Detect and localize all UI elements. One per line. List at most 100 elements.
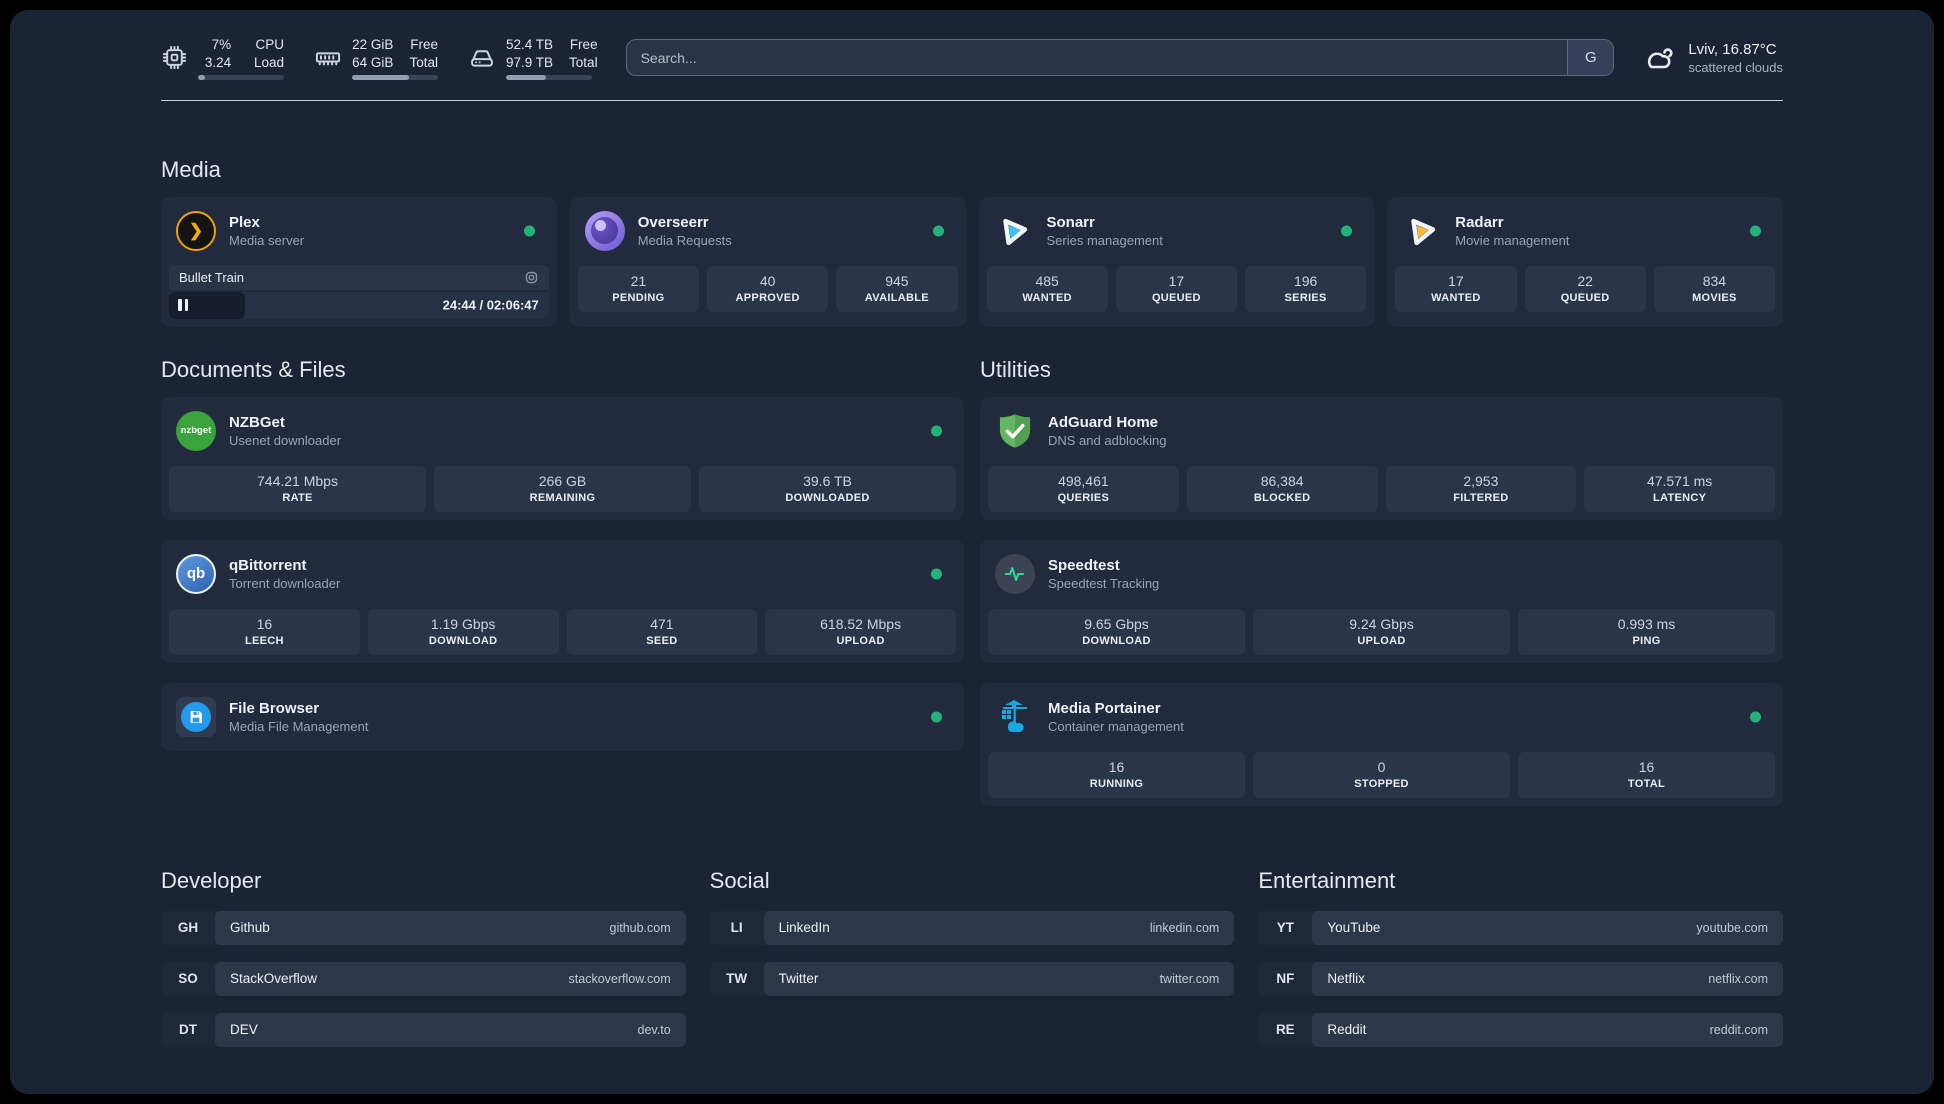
player-options-icon[interactable] — [524, 270, 539, 285]
bookmark-abbr: SO — [178, 971, 198, 987]
sonarr-icon — [993, 210, 1035, 252]
bookmark-twitter[interactable]: TW Twitter twitter.com — [709, 961, 1235, 996]
status-dot — [1750, 225, 1761, 237]
memory-total-value: 64 GiB — [352, 54, 394, 70]
status-dot — [931, 568, 942, 580]
bookmark-stackoverflow[interactable]: SO StackOverflow stackoverflow.com — [161, 961, 686, 996]
portainer-icon — [994, 696, 1036, 738]
section-title-utilities: Utilities — [980, 356, 1051, 382]
weather-widget[interactable]: Lviv, 16.87°C scattered clouds — [1640, 40, 1783, 76]
stat-block: 16 TOTAL — [1518, 751, 1775, 798]
stat-block: 40 APPROVED — [707, 265, 829, 312]
service-name: Plex — [229, 213, 260, 231]
dashboard: 7% CPU 3.24 Load 22 GiB Free 64 G — [10, 10, 1934, 1094]
service-description: Series management — [1046, 232, 1163, 248]
service-card-adguard[interactable]: AdGuard Home DNS and adblocking 498,461 Q… — [980, 396, 1783, 520]
memory-widget: 22 GiB Free 64 GiB Total — [314, 36, 438, 80]
bookmark-name: Github — [230, 920, 270, 936]
bookmark-name: Reddit — [1327, 1022, 1367, 1038]
stat-block: 2,953 FILTERED — [1385, 465, 1577, 512]
cpu-widget: 7% CPU 3.24 Load — [161, 36, 284, 80]
status-dot — [931, 425, 942, 437]
cpu-load-value: 3.24 — [204, 54, 232, 70]
status-dot — [932, 225, 944, 237]
stat-block: 266 GB REMAINING — [434, 465, 691, 512]
disk-icon — [468, 44, 496, 72]
stat-block: 0 STOPPED — [1253, 751, 1510, 798]
filebrowser-icon — [175, 696, 217, 738]
stat-block: 86,384 BLOCKED — [1186, 465, 1378, 512]
bookmark-url: reddit.com — [1709, 1022, 1768, 1037]
player-progress-bar[interactable]: 24:44 / 02:06:47 — [169, 291, 549, 319]
stat-block: 945 AVAILABLE — [836, 265, 958, 312]
service-card-portainer[interactable]: Media Portainer Container management 16 R… — [980, 682, 1783, 806]
stat-block: 744.21 Mbps RATE — [169, 465, 426, 512]
cpu-usage-value: 7% — [211, 37, 232, 52]
service-card-plex[interactable]: ❯ Plex Media server Bullet Train — [161, 196, 557, 327]
bookmark-url: linkedin.com — [1149, 920, 1220, 935]
bookmark-url: github.com — [609, 920, 671, 935]
header-divider — [161, 99, 1783, 101]
now-playing-title: Bullet Train — [179, 269, 245, 285]
bookmark-abbr: RE — [1275, 1022, 1295, 1038]
status-dot — [1750, 711, 1761, 723]
bookmark-abbr: GH — [177, 920, 199, 936]
adguard-icon — [994, 410, 1036, 452]
stat-block: 0.993 ms PING — [1518, 608, 1775, 655]
disk-widget: 52.4 TB Free 97.9 TB Total — [468, 36, 598, 80]
service-name: NZBGet — [229, 413, 285, 431]
service-card-overseerr[interactable]: Overseerr Media Requests 21 PENDING 40 APP… — [569, 196, 966, 327]
bookmark-url: stackoverflow.com — [568, 971, 671, 986]
service-name: AdGuard Home — [1048, 413, 1159, 431]
search-input[interactable] — [626, 40, 1568, 76]
bookmark-name: LinkedIn — [778, 920, 830, 936]
stat-block: 498,461 QUERIES — [988, 465, 1179, 512]
stat-block: 618.52 Mbps UPLOAD — [765, 608, 956, 655]
overseerr-icon — [584, 210, 626, 252]
service-card-radarr[interactable]: Radarr Movie management 17 WANTED 22 QUEUE… — [1387, 196, 1783, 327]
pause-icon[interactable] — [178, 299, 188, 312]
service-name: Sonarr — [1046, 213, 1095, 231]
service-card-nzbget[interactable]: nzbget NZBGet Usenet downloader 744.21 M… — [161, 396, 964, 520]
service-card-sonarr[interactable]: Sonarr Series management 485 WANTED 17 QUE… — [978, 196, 1375, 327]
stat-block: 9.24 Gbps UPLOAD — [1253, 608, 1510, 655]
stat-block: 834 MOVIES — [1653, 265, 1775, 312]
bookmark-abbr: YT — [1276, 920, 1294, 936]
plex-icon: ❯ — [175, 210, 217, 252]
status-dot — [1341, 225, 1353, 237]
bookmark-dev[interactable]: DT DEV dev.to — [161, 1012, 686, 1047]
search-provider-button[interactable]: G — [1567, 40, 1614, 76]
bookmark-abbr: NF — [1276, 971, 1295, 987]
service-card-filebrowser[interactable]: File Browser Media File Management — [161, 682, 964, 751]
bookmark-group-developer: Developer GH Github github.com SO StackOv… — [161, 868, 686, 1047]
stat-block: 196 SERIES — [1245, 265, 1367, 312]
bookmark-reddit[interactable]: RE Reddit reddit.com — [1258, 1012, 1783, 1047]
service-card-speedtest[interactable]: Speedtest Speedtest Tracking 9.65 Gbps DO… — [980, 539, 1783, 663]
service-description: Container management — [1048, 718, 1184, 734]
bookmark-linkedin[interactable]: LI LinkedIn linkedin.com — [709, 910, 1235, 945]
bookmark-github[interactable]: GH Github github.com — [161, 910, 686, 945]
stat-block: 16 LEECH — [169, 608, 360, 655]
section-title-documents: Documents & Files — [161, 356, 346, 382]
stat-block: 16 RUNNING — [988, 751, 1245, 798]
cpu-usage-label: CPU — [255, 37, 284, 52]
bookmark-url: netflix.com — [1708, 971, 1768, 986]
section-title-social: Social — [709, 867, 770, 893]
radarr-icon — [1401, 210, 1443, 252]
search-bar: G — [625, 39, 1615, 77]
service-description: Media Requests — [637, 232, 732, 248]
bookmark-name: Netflix — [1327, 971, 1365, 987]
memory-free-value: 22 GiB — [352, 37, 394, 52]
bookmark-youtube[interactable]: YT YouTube youtube.com — [1258, 910, 1783, 945]
memory-total-label: Total — [409, 54, 438, 70]
bookmark-name: YouTube — [1327, 920, 1381, 936]
bookmark-url: dev.to — [637, 1022, 671, 1037]
bookmark-name: Twitter — [778, 971, 819, 987]
bookmark-name: StackOverflow — [230, 971, 318, 987]
player-time: 24:44 / 02:06:47 — [442, 297, 539, 313]
section-title-developer: Developer — [161, 867, 262, 893]
stat-block: 22 QUEUED — [1524, 265, 1646, 312]
bookmark-netflix[interactable]: NF Netflix netflix.com — [1258, 961, 1783, 996]
service-card-qbittorrent[interactable]: qb qBittorrent Torrent downloader 16 LEEC… — [161, 539, 964, 663]
resource-widgets: 7% CPU 3.24 Load 22 GiB Free 64 G — [161, 36, 598, 80]
